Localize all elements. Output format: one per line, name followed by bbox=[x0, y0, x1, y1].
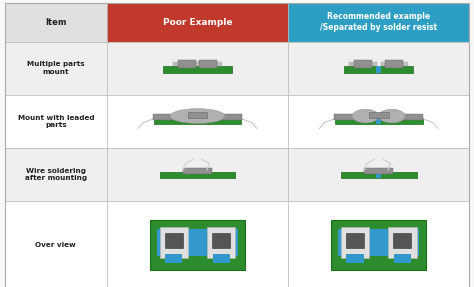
Bar bbox=[217, 62, 222, 67]
Bar bbox=[194, 62, 199, 67]
Bar bbox=[288, 3, 469, 42]
Bar bbox=[107, 42, 288, 95]
Ellipse shape bbox=[379, 109, 405, 123]
Bar bbox=[346, 254, 364, 263]
Bar bbox=[153, 115, 176, 120]
Bar bbox=[150, 220, 245, 271]
Bar bbox=[393, 233, 411, 248]
Text: Mount with leaded
parts: Mount with leaded parts bbox=[18, 115, 94, 128]
Bar bbox=[349, 62, 354, 67]
Bar bbox=[207, 227, 236, 258]
Bar bbox=[5, 95, 107, 148]
Bar bbox=[338, 229, 419, 256]
Bar bbox=[183, 168, 212, 174]
Bar bbox=[388, 227, 417, 258]
Bar bbox=[212, 233, 230, 248]
Ellipse shape bbox=[170, 109, 225, 123]
Bar bbox=[5, 201, 107, 287]
Bar bbox=[107, 201, 288, 287]
Bar bbox=[199, 60, 217, 68]
Bar bbox=[165, 254, 182, 263]
Bar bbox=[376, 66, 381, 73]
Bar bbox=[365, 168, 393, 174]
Bar bbox=[5, 148, 107, 201]
Text: Recommended example
/Separated by solder resist: Recommended example /Separated by solder… bbox=[320, 12, 437, 32]
Bar bbox=[288, 42, 469, 95]
Bar bbox=[160, 227, 188, 258]
Bar bbox=[165, 233, 183, 248]
Text: Multiple parts
mount: Multiple parts mount bbox=[27, 61, 85, 75]
Bar bbox=[173, 62, 178, 67]
Bar bbox=[107, 148, 288, 201]
Bar bbox=[381, 62, 385, 67]
Bar bbox=[403, 62, 408, 67]
Bar bbox=[394, 254, 411, 263]
Bar bbox=[331, 220, 426, 271]
Bar bbox=[188, 112, 208, 118]
Bar bbox=[288, 95, 469, 148]
Bar bbox=[369, 112, 389, 118]
Text: Over view: Over view bbox=[36, 243, 76, 248]
Bar bbox=[335, 118, 422, 125]
Bar bbox=[341, 172, 417, 178]
Bar bbox=[344, 66, 413, 73]
Bar bbox=[334, 115, 357, 120]
Bar bbox=[219, 115, 242, 120]
Text: Item: Item bbox=[45, 18, 66, 27]
Bar bbox=[154, 118, 241, 125]
Bar bbox=[372, 62, 377, 67]
Text: Poor Example: Poor Example bbox=[163, 18, 232, 27]
Bar bbox=[385, 60, 403, 68]
Bar bbox=[107, 3, 288, 42]
Bar bbox=[288, 201, 469, 287]
Bar bbox=[157, 229, 238, 256]
Bar bbox=[354, 60, 372, 68]
Ellipse shape bbox=[352, 109, 379, 123]
Bar bbox=[178, 60, 196, 68]
Bar bbox=[5, 42, 107, 95]
Bar bbox=[346, 233, 364, 248]
Bar bbox=[341, 227, 369, 258]
Bar bbox=[401, 115, 423, 120]
Bar bbox=[107, 95, 288, 148]
Bar bbox=[288, 148, 469, 201]
Bar bbox=[196, 62, 201, 67]
Bar bbox=[160, 172, 236, 178]
Bar bbox=[376, 118, 381, 125]
Bar bbox=[163, 66, 232, 73]
Bar bbox=[376, 172, 381, 178]
Bar bbox=[213, 254, 230, 263]
Bar bbox=[5, 3, 107, 42]
Text: Wire soldering
after mounting: Wire soldering after mounting bbox=[25, 168, 87, 181]
